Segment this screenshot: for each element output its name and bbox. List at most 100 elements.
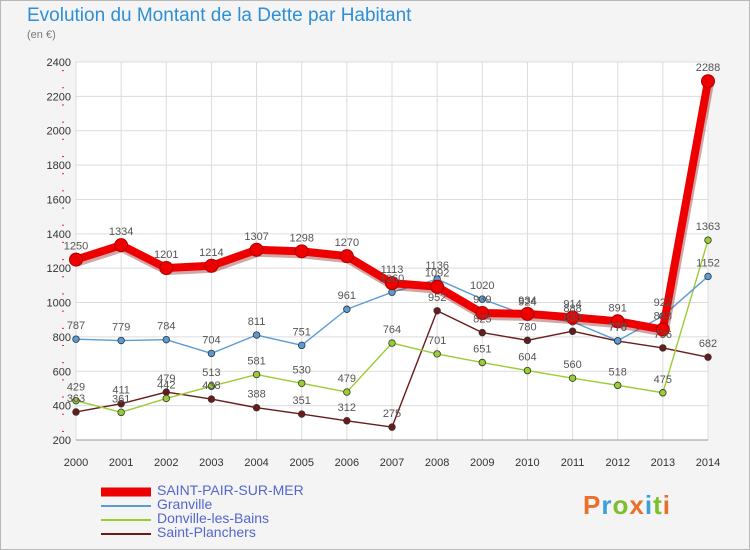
y-tick-label: 800 [53, 332, 71, 344]
data-label: 922 [654, 297, 672, 309]
data-label: 784 [157, 321, 175, 333]
data-label: 701 [428, 335, 446, 347]
data-point [655, 322, 670, 337]
data-label: 442 [157, 379, 175, 391]
data-label: 2288 [696, 62, 720, 74]
data-point [568, 327, 577, 335]
data-point [433, 307, 441, 315]
logo-letter: x [629, 490, 645, 520]
data-label: 651 [473, 344, 491, 356]
data-label: 764 [383, 324, 401, 336]
legend-swatch [101, 505, 151, 507]
chart-title: Evolution du Montant de la Dette par Hab… [27, 5, 412, 26]
series-group [69, 74, 715, 431]
data-point [343, 305, 351, 313]
data-label: 1307 [244, 231, 268, 243]
x-tick-label: 2010 [515, 457, 539, 469]
data-label: 518 [609, 366, 627, 378]
data-label: 388 [247, 389, 265, 401]
data-labels: 1250 1334 1201 1214 1307 1298 1270 1113 1092 939 9… [64, 62, 720, 420]
data-label: 560 [563, 359, 581, 371]
data-point [159, 261, 174, 276]
legend-label: Donville-les-Bains [157, 510, 270, 526]
data-label: 939 [473, 294, 491, 306]
data-label: 888 [563, 303, 581, 315]
legend-item: Granville [101, 496, 361, 513]
x-tick-label: 2007 [380, 457, 404, 469]
x-tick-label: 2003 [199, 457, 223, 469]
data-point [298, 341, 306, 350]
data-label: 833 [563, 312, 581, 324]
data-point [294, 244, 309, 259]
data-label: 779 [112, 322, 130, 334]
data-label: 1214 [199, 247, 223, 259]
data-point [117, 336, 125, 345]
data-point [72, 335, 80, 343]
data-label: 1363 [696, 221, 720, 233]
data-point [523, 366, 532, 375]
legend: SAINT-PAIR-SUR-MER Granville Donville-les-… [101, 482, 361, 541]
data-point [162, 394, 170, 403]
y-tick-label: 2200 [47, 91, 71, 103]
legend-swatch [101, 519, 151, 521]
data-point [520, 306, 535, 321]
data-label: 682 [699, 338, 717, 350]
data-label: 914 [563, 298, 581, 310]
data-label: 891 [609, 302, 627, 314]
y-tick-label: 400 [53, 401, 71, 413]
data-point [523, 336, 532, 345]
y-tick-label: 1000 [47, 298, 71, 310]
legend-label: Granville [157, 496, 213, 512]
data-label: 411 [112, 385, 130, 397]
data-label: 513 [202, 367, 220, 379]
data-label: 429 [67, 382, 85, 394]
data-point [704, 236, 712, 244]
data-point [701, 74, 715, 89]
data-point [72, 408, 80, 416]
legend-item: Saint-Planchers [101, 524, 361, 541]
logo-letter: t [653, 490, 663, 520]
legend-label: SAINT-PAIR-SUR-MER [157, 482, 304, 498]
data-point [478, 358, 486, 367]
data-point [204, 258, 219, 273]
data-point [704, 353, 712, 361]
data-point [339, 249, 354, 264]
x-tick-label: 2012 [605, 457, 629, 469]
x-tick-label: 2001 [109, 457, 133, 469]
data-point [252, 370, 261, 379]
data-label: 776 [609, 322, 627, 334]
y-tick-label: 1400 [47, 229, 71, 241]
data-label: 934 [518, 295, 536, 307]
data-label: 811 [248, 316, 266, 328]
data-label: 924 [518, 297, 536, 309]
legend-swatch [101, 533, 151, 535]
data-point [568, 374, 577, 382]
data-point [207, 382, 216, 390]
data-point [207, 349, 216, 358]
data-label: 438 [202, 380, 220, 392]
data-label: 961 [338, 290, 356, 302]
data-point [298, 410, 306, 418]
data-label: 581 [247, 356, 265, 368]
data-label: 1298 [289, 232, 313, 244]
x-tick-label: 2002 [154, 457, 178, 469]
data-label: 1092 [425, 268, 449, 280]
data-label: 1020 [470, 280, 494, 292]
data-point [614, 336, 622, 345]
data-label: 530 [293, 364, 311, 376]
data-label: 479 [157, 373, 175, 385]
data-label: 825 [473, 314, 491, 326]
data-point [430, 279, 445, 294]
x-tick-label: 2000 [64, 457, 88, 469]
y-tick-label: 1200 [47, 263, 71, 275]
data-label: 351 [293, 395, 311, 407]
x-tick-label: 2005 [289, 457, 313, 469]
data-point [117, 400, 125, 408]
data-label: 704 [202, 334, 220, 346]
x-tick-label: 2009 [470, 457, 494, 469]
data-label: 312 [338, 402, 356, 414]
y-tick-label: 1800 [47, 160, 71, 172]
data-label: 787 [67, 320, 85, 332]
y-tick-label: 2400 [47, 57, 71, 69]
